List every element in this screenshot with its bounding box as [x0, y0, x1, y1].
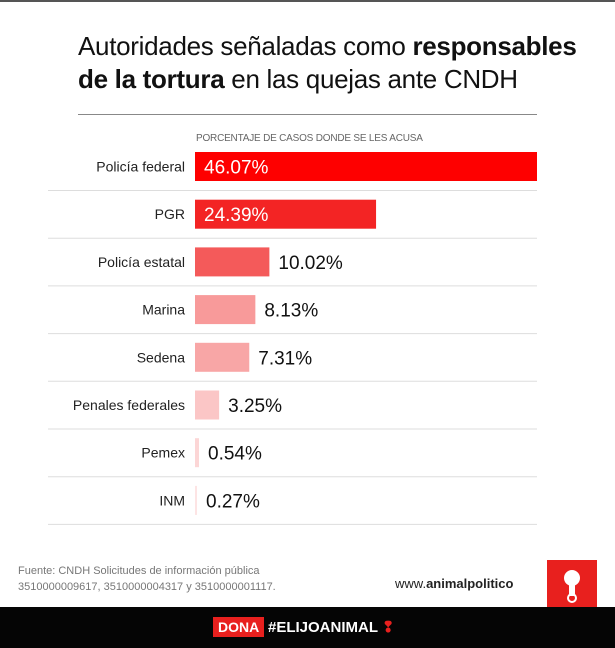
exclamation-icon: ❢	[381, 619, 395, 636]
category-label: Penales federales	[73, 397, 185, 413]
bottom-bar	[0, 607, 615, 648]
bar	[195, 199, 377, 229]
animal-politico-logo	[547, 560, 597, 607]
bar	[195, 342, 250, 372]
hashtag-text: #ELIJOANIMAL ❢	[268, 619, 395, 636]
data-label: 0.27%	[206, 491, 260, 512]
data-label: 8.13%	[264, 301, 318, 322]
data-label: 3.25%	[228, 396, 282, 417]
bar	[195, 152, 537, 181]
bar-chart: Policía federal 46.07% PGR 24.39% Policía es…	[48, 152, 537, 525]
category-label: PGR	[155, 206, 185, 222]
donate-button[interactable]: DONA	[213, 617, 265, 637]
bar	[195, 485, 198, 515]
data-label: 46.07%	[204, 158, 269, 179]
website-link[interactable]: www.animalpolitico	[395, 576, 514, 591]
category-label: Pemex	[141, 445, 185, 461]
category-label: Marina	[142, 302, 185, 318]
source-note: Fuente: CNDH Solicitudes de información …	[18, 565, 276, 593]
category-label: Policía estatal	[98, 254, 185, 270]
category-label: INM	[159, 492, 185, 508]
chart-subtitle: PORCENTAJE DE CASOS DONDE SE LES ACUSA	[196, 133, 423, 144]
chart-title: Autoridades señaladas como responsables d…	[78, 31, 577, 94]
bar	[195, 247, 270, 277]
data-label: 7.31%	[258, 348, 312, 369]
top-border	[0, 0, 615, 2]
bar	[195, 390, 220, 420]
data-label: 24.39%	[204, 205, 269, 226]
bar	[195, 438, 200, 468]
data-label: 0.54%	[208, 444, 262, 465]
category-label: Policía federal	[96, 159, 185, 175]
title-divider	[78, 114, 537, 115]
category-label: Sedena	[137, 349, 185, 365]
data-label: 10.02%	[278, 253, 343, 274]
bar	[195, 295, 256, 325]
